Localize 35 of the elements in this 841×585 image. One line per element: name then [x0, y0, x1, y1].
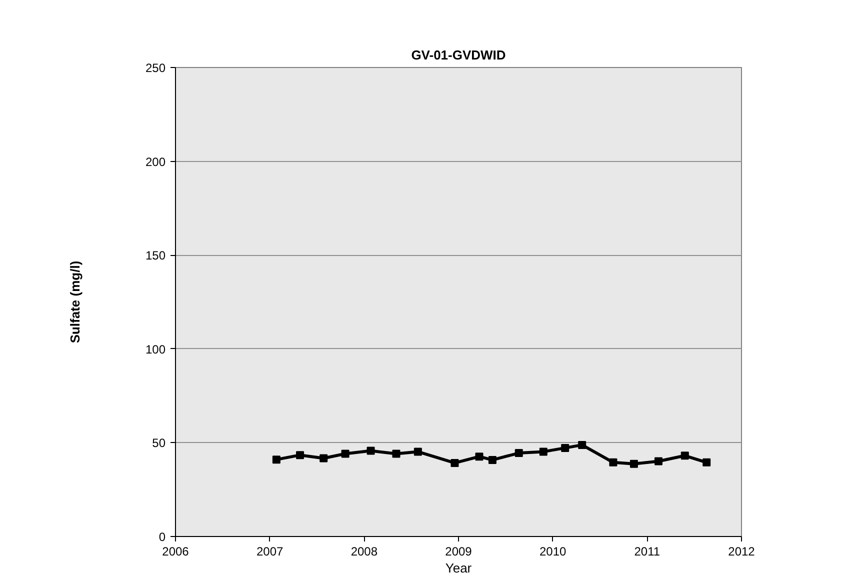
point: [320, 454, 328, 462]
chart-title: GV-01-GVDWID: [411, 48, 506, 62]
point: [450, 458, 459, 467]
y-tick-label: 250: [145, 61, 166, 75]
point: [680, 452, 689, 460]
point: [561, 444, 570, 452]
x-axis-title: Year: [445, 560, 472, 576]
y-tick-label: 0: [158, 530, 166, 544]
point: [488, 456, 496, 464]
point: [539, 448, 548, 456]
x-tick-label: 2007: [256, 544, 284, 558]
x-tick-label: 2010: [539, 544, 567, 558]
y-axis-title: Sulfate (mg/l): [67, 260, 82, 344]
point: [609, 458, 618, 466]
x-tick-label: 2009: [445, 544, 472, 558]
point: [630, 460, 638, 468]
point: [272, 456, 280, 464]
x-tick-label: 2008: [350, 544, 378, 558]
y-tick-label: 150: [145, 248, 166, 263]
point: [578, 440, 586, 449]
point: [475, 452, 484, 461]
point: [341, 450, 350, 458]
x-tick-label: 2006: [162, 544, 190, 558]
y-tick-label: 200: [145, 154, 166, 169]
point: [654, 457, 662, 466]
point: [414, 448, 422, 456]
point: [366, 446, 375, 455]
point: [296, 451, 304, 460]
y-tick-label: 50: [152, 436, 166, 450]
x-tick-label: 2012: [728, 544, 756, 558]
y-tick-label: 100: [145, 342, 166, 356]
x-tick-label: 2011: [634, 544, 660, 558]
point: [392, 450, 400, 458]
point: [702, 458, 711, 466]
point: [514, 449, 523, 458]
